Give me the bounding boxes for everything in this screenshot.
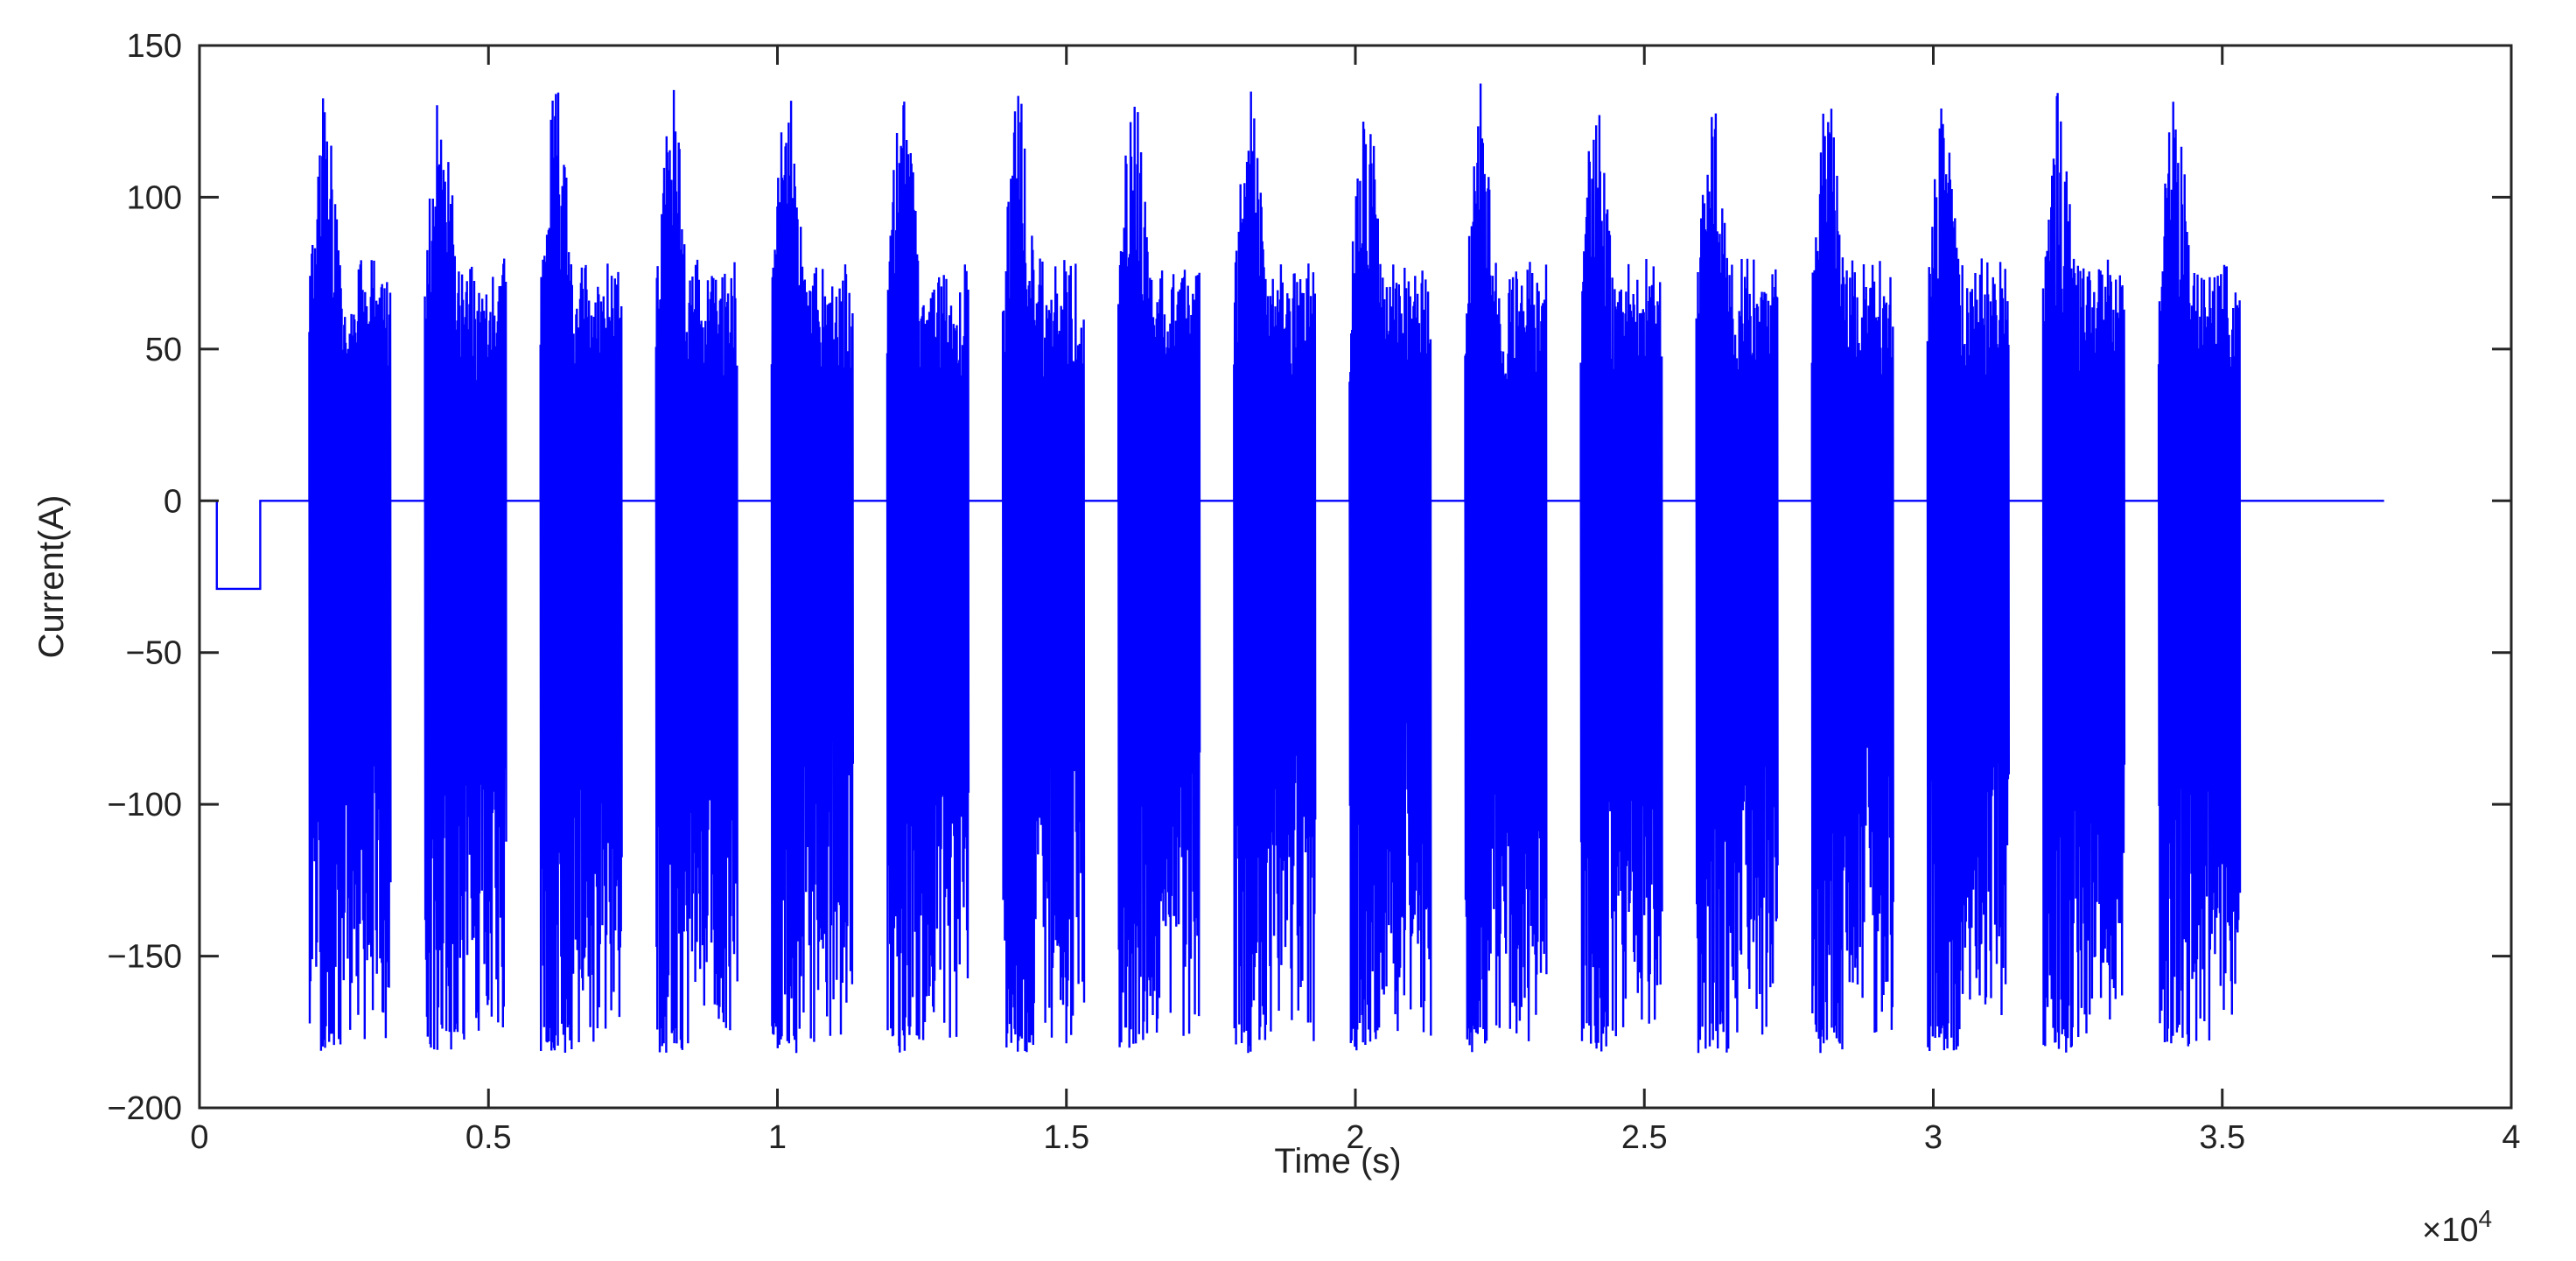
x-axis-label: Time (s) bbox=[1274, 1142, 1401, 1180]
x-tick-label: 3.5 bbox=[2199, 1119, 2245, 1156]
axes-layer: 0 0.5 1 1.5 2 2.5 3 3.5 4 150 100 50 0 −50 −100 −150 −2… bbox=[107, 28, 2520, 1156]
x-ticks: 0 0.5 1 1.5 2 2.5 3 3.5 4 bbox=[190, 46, 2521, 1156]
x-tick-label: 1.5 bbox=[1043, 1119, 1089, 1156]
series-layer bbox=[200, 83, 2384, 1054]
x-axis-exponent-power: 4 bbox=[2478, 1205, 2492, 1232]
y-tick-label: −150 bbox=[107, 939, 182, 976]
y-axis-label: Current(A) bbox=[32, 495, 71, 659]
x-tick-label: 2 bbox=[1346, 1119, 1364, 1156]
x-tick-label: 2.5 bbox=[1621, 1119, 1668, 1156]
x-tick-label: 1 bbox=[768, 1119, 787, 1156]
x-tick-label: 0.5 bbox=[466, 1119, 512, 1156]
x-axis-exponent-base: ×10 bbox=[2422, 1212, 2478, 1249]
current-series-line bbox=[200, 83, 2384, 1054]
y-tick-label: 100 bbox=[127, 179, 182, 216]
x-tick-label: 3 bbox=[1924, 1119, 1942, 1156]
y-tick-label: −100 bbox=[107, 787, 182, 823]
x-tick-label: 4 bbox=[2502, 1119, 2520, 1156]
y-tick-label: 50 bbox=[145, 332, 182, 368]
x-tick-label: 0 bbox=[190, 1119, 208, 1156]
y-tick-label: 0 bbox=[164, 483, 182, 520]
y-ticks: 150 100 50 0 −50 −100 −150 −200 bbox=[107, 28, 2511, 1127]
y-tick-label: −200 bbox=[107, 1090, 182, 1127]
y-tick-label: −50 bbox=[126, 635, 182, 672]
plot-area bbox=[200, 83, 2384, 1054]
y-tick-label: 150 bbox=[127, 28, 182, 65]
x-axis-exponent: ×104 bbox=[2422, 1205, 2492, 1249]
